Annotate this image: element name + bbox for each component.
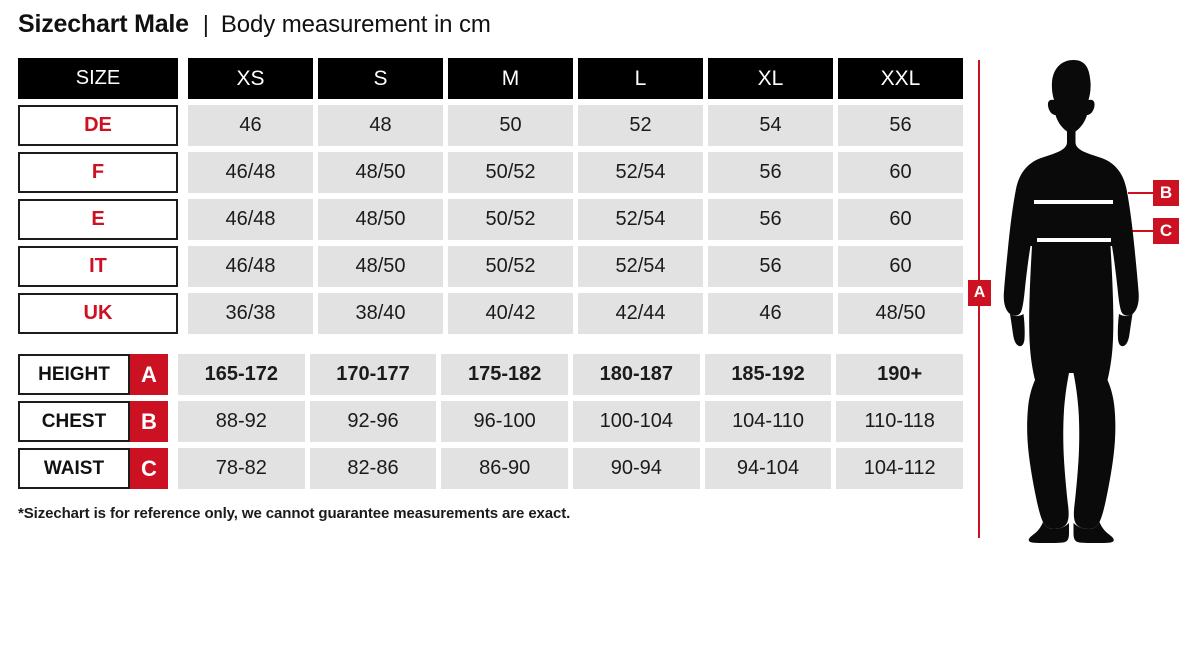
header-size-xxl: XXL [838, 58, 963, 99]
cell-it-m: 50/52 [448, 246, 573, 287]
cell-uk-xs: 36/38 [188, 293, 313, 334]
cell-uk-s: 38/40 [318, 293, 443, 334]
cell-chest-xl: 104-110 [704, 401, 832, 442]
table-row: IT 46/48 48/50 50/52 52/54 56 60 [18, 246, 963, 287]
cell-chest-xs: 88-92 [178, 401, 305, 442]
cell-waist-xxl: 104-112 [836, 448, 964, 489]
cell-height-l: 180-187 [573, 354, 700, 395]
cell-it-s: 48/50 [318, 246, 443, 287]
header-size-xl: XL [708, 58, 833, 99]
waist-leader-line [1128, 230, 1153, 232]
header-size-label: SIZE [18, 58, 178, 99]
title-separator: | [202, 11, 209, 37]
cell-chest-s: 92-96 [309, 401, 437, 442]
cell-f-s: 48/50 [318, 152, 443, 193]
cell-height-m: 175-182 [441, 354, 569, 395]
row-badge-b: B [130, 401, 168, 442]
cell-de-m: 50 [448, 105, 573, 146]
title-subtitle: Body measurement in cm [220, 11, 491, 38]
cell-chest-l: 100-104 [573, 401, 700, 442]
row-label-height: HEIGHT [18, 354, 130, 395]
row-label-de: DE [18, 105, 178, 146]
cell-it-l: 52/54 [578, 246, 703, 287]
table-row: WAIST C 78-82 82-86 86-90 90-94 94-104 1… [18, 448, 964, 489]
cell-e-l: 52/54 [578, 199, 703, 240]
cell-de-xs: 46 [188, 105, 313, 146]
table-row: HEIGHT A 165-172 170-177 175-182 180-187… [18, 354, 964, 395]
cell-it-xxl: 60 [838, 246, 963, 287]
cell-chest-m: 96-100 [441, 401, 569, 442]
row-label-uk: UK [18, 293, 178, 334]
row-badge-c: C [130, 448, 168, 489]
cell-height-xl: 185-192 [704, 354, 832, 395]
cell-waist-l: 90-94 [573, 448, 700, 489]
table-row: DE 46 48 50 52 54 56 [18, 105, 963, 146]
cell-chest-xxl: 110-118 [836, 401, 964, 442]
figure-marker-b: B [1153, 180, 1179, 206]
header-size-s: S [318, 58, 443, 99]
cell-e-xl: 56 [708, 199, 833, 240]
cell-height-s: 170-177 [309, 354, 437, 395]
cell-waist-s: 82-86 [309, 448, 437, 489]
size-table: SIZE XS S M L XL XXL DE 46 48 50 52 54 5… [18, 58, 964, 495]
title-main: Sizechart Male [18, 10, 189, 38]
cell-e-s: 48/50 [318, 199, 443, 240]
cell-f-xs: 46/48 [188, 152, 313, 193]
table-header-row: SIZE XS S M L XL XXL [18, 58, 963, 99]
cell-de-xl: 54 [708, 105, 833, 146]
page-title: Sizechart Male | Body measurement in cm [18, 10, 491, 39]
cell-de-s: 48 [318, 105, 443, 146]
table-row: UK 36/38 38/40 40/42 42/44 46 48/50 [18, 293, 963, 334]
row-label-e: E [18, 199, 178, 240]
chest-leader-line [1128, 192, 1153, 194]
row-label-it: IT [18, 246, 178, 287]
cell-f-l: 52/54 [578, 152, 703, 193]
cell-height-xxl: 190+ [836, 354, 964, 395]
cell-de-l: 52 [578, 105, 703, 146]
cell-waist-m: 86-90 [441, 448, 569, 489]
cell-e-xxl: 60 [838, 199, 963, 240]
header-size-m: M [448, 58, 573, 99]
cell-uk-xxl: 48/50 [838, 293, 963, 334]
body-figure-panel: A B C [963, 48, 1200, 548]
male-body-silhouette-icon [1003, 60, 1139, 543]
row-label-f: F [18, 152, 178, 193]
footnote-text: *Sizechart is for reference only, we can… [18, 505, 571, 522]
figure-marker-a: A [968, 280, 991, 306]
table-row: CHEST B 88-92 92-96 96-100 100-104 104-1… [18, 401, 964, 442]
cell-uk-m: 40/42 [448, 293, 573, 334]
cell-e-xs: 46/48 [188, 199, 313, 240]
cell-waist-xl: 94-104 [704, 448, 832, 489]
table-row: E 46/48 48/50 50/52 52/54 56 60 [18, 199, 963, 240]
header-size-xs: XS [188, 58, 313, 99]
row-label-chest: CHEST [18, 401, 130, 442]
table-row: F 46/48 48/50 50/52 52/54 56 60 [18, 152, 963, 193]
cell-waist-xs: 78-82 [178, 448, 305, 489]
cell-f-xxl: 60 [838, 152, 963, 193]
cell-it-xs: 46/48 [188, 246, 313, 287]
figure-marker-c: C [1153, 218, 1179, 244]
cell-uk-xl: 46 [708, 293, 833, 334]
cell-de-xxl: 56 [838, 105, 963, 146]
cell-uk-l: 42/44 [578, 293, 703, 334]
cell-e-m: 50/52 [448, 199, 573, 240]
cell-it-xl: 56 [708, 246, 833, 287]
row-label-waist: WAIST [18, 448, 130, 489]
cell-f-m: 50/52 [448, 152, 573, 193]
cell-f-xl: 56 [708, 152, 833, 193]
row-badge-a: A [130, 354, 168, 395]
header-size-l: L [578, 58, 703, 99]
cell-height-xs: 165-172 [178, 354, 305, 395]
